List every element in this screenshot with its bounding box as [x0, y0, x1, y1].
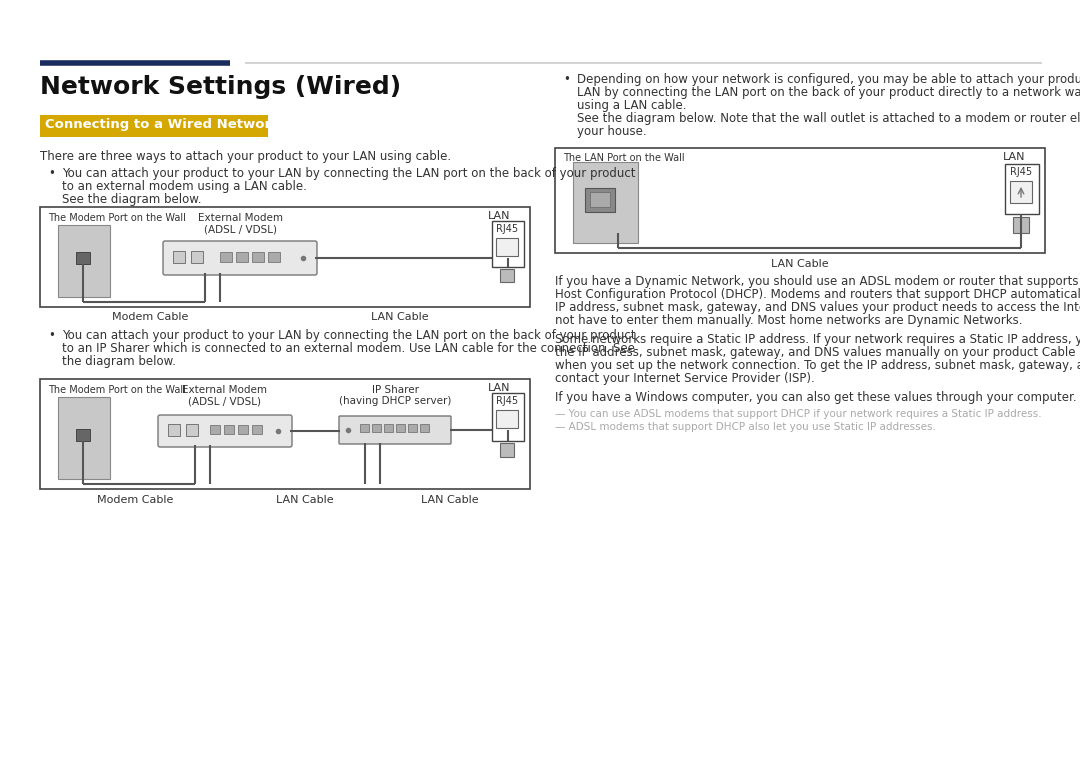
Text: •: • [48, 167, 55, 180]
Bar [1013, 217, 1029, 233]
Bar [168, 424, 180, 436]
Bar [496, 410, 518, 428]
Bar [76, 252, 90, 264]
Text: RJ45: RJ45 [1010, 167, 1032, 177]
FancyBboxPatch shape [339, 416, 451, 444]
Bar [372, 424, 381, 432]
Bar [384, 424, 393, 432]
Text: (ADSL / VDSL): (ADSL / VDSL) [189, 396, 261, 406]
Text: LAN Cable: LAN Cable [421, 495, 478, 505]
Bar [252, 425, 262, 434]
Text: IP address, subnet mask, gateway, and DNS values your product needs to access th: IP address, subnet mask, gateway, and DN… [555, 301, 1080, 314]
Text: You can attach your product to your LAN by connecting the LAN port on the back o: You can attach your product to your LAN … [62, 329, 635, 342]
Text: not have to enter them manually. Most home networks are Dynamic Networks.: not have to enter them manually. Most ho… [555, 314, 1023, 327]
Text: LAN by connecting the LAN port on the back of your product directly to a network: LAN by connecting the LAN port on the ba… [577, 86, 1080, 99]
Text: •: • [48, 329, 55, 342]
Text: (ADSL / VDSL): (ADSL / VDSL) [203, 224, 276, 234]
Text: Connecting to a Wired Network: Connecting to a Wired Network [45, 118, 280, 131]
Text: See the diagram below.: See the diagram below. [62, 193, 202, 206]
Text: •: • [563, 73, 570, 86]
Polygon shape [58, 397, 110, 479]
Bar [500, 443, 514, 457]
Bar [173, 251, 185, 263]
Text: LAN Cable: LAN Cable [771, 259, 828, 269]
Bar [590, 192, 610, 207]
Bar [595, 198, 613, 212]
Text: Host Configuration Protocol (DHCP). Modems and routers that support DHCP automat: Host Configuration Protocol (DHCP). Mode… [555, 288, 1080, 301]
Text: when you set up the network connection. To get the IP address, subnet mask, gate: when you set up the network connection. … [555, 359, 1080, 372]
Text: IP Sharer: IP Sharer [372, 385, 419, 395]
FancyBboxPatch shape [158, 415, 292, 447]
Polygon shape [58, 225, 110, 297]
Bar [40, 379, 530, 489]
Bar [237, 252, 248, 262]
Bar [224, 425, 234, 434]
Bar [252, 252, 264, 262]
Bar [492, 393, 524, 441]
Bar [191, 251, 203, 263]
Text: to an external modem using a LAN cable.: to an external modem using a LAN cable. [62, 180, 307, 193]
Bar [492, 221, 524, 267]
Bar [238, 425, 248, 434]
Text: contact your Internet Service Provider (ISP).: contact your Internet Service Provider (… [555, 372, 814, 385]
Text: RJ45: RJ45 [496, 396, 518, 406]
Bar [396, 424, 405, 432]
Bar [40, 115, 268, 137]
Bar [555, 148, 1045, 253]
Bar [408, 424, 417, 432]
Text: Some networks require a Static IP address. If your network requires a Static IP : Some networks require a Static IP addres… [555, 333, 1080, 346]
Text: LAN Cable: LAN Cable [372, 312, 429, 322]
Bar [420, 424, 429, 432]
Bar [186, 424, 198, 436]
Text: LAN Cable: LAN Cable [276, 495, 334, 505]
Text: There are three ways to attach your product to your LAN using cable.: There are three ways to attach your prod… [40, 150, 451, 163]
Text: — ADSL modems that support DHCP also let you use Static IP addresses.: — ADSL modems that support DHCP also let… [555, 422, 936, 432]
Text: Modem Cable: Modem Cable [97, 495, 173, 505]
Text: The Modem Port on the Wall: The Modem Port on the Wall [48, 213, 186, 223]
Bar [76, 429, 90, 441]
Text: RJ45: RJ45 [496, 224, 518, 234]
Text: LAN: LAN [488, 383, 511, 393]
Bar [268, 252, 280, 262]
Text: the IP address, subnet mask, gateway, and DNS values manually on your product Ca: the IP address, subnet mask, gateway, an… [555, 346, 1080, 359]
Text: — You can use ADSL modems that support DHCP if your network requires a Static IP: — You can use ADSL modems that support D… [555, 409, 1041, 419]
Bar [1010, 181, 1032, 203]
Text: If you have a Dynamic Network, you should use an ADSL modem or router that suppo: If you have a Dynamic Network, you shoul… [555, 275, 1080, 288]
Text: LAN: LAN [1003, 152, 1026, 162]
Bar [360, 424, 369, 432]
Text: External Modem: External Modem [198, 213, 283, 223]
Text: The Modem Port on the Wall: The Modem Port on the Wall [48, 385, 186, 395]
Polygon shape [573, 162, 638, 243]
Bar [210, 425, 220, 434]
Text: (having DHCP server): (having DHCP server) [339, 396, 451, 406]
Text: Modem Cable: Modem Cable [112, 312, 188, 322]
Bar [40, 207, 530, 307]
Text: to an IP Sharer which is connected to an external modem. Use LAN cable for the c: to an IP Sharer which is connected to an… [62, 342, 635, 355]
Text: LAN: LAN [488, 211, 511, 221]
Text: using a LAN cable.: using a LAN cable. [577, 99, 687, 112]
Bar [496, 238, 518, 256]
Bar [500, 269, 514, 282]
Text: your house.: your house. [577, 125, 647, 138]
Text: See the diagram below. Note that the wall outlet is attached to a modem or route: See the diagram below. Note that the wal… [577, 112, 1080, 125]
Bar [585, 188, 615, 212]
Text: the diagram below.: the diagram below. [62, 355, 176, 368]
Text: The LAN Port on the Wall: The LAN Port on the Wall [563, 153, 685, 163]
Text: Network Settings (Wired): Network Settings (Wired) [40, 75, 401, 99]
Text: If you have a Windows computer, you can also get these values through your compu: If you have a Windows computer, you can … [555, 391, 1077, 404]
Text: You can attach your product to your LAN by connecting the LAN port on the back o: You can attach your product to your LAN … [62, 167, 635, 180]
Bar [220, 252, 232, 262]
FancyBboxPatch shape [163, 241, 318, 275]
Bar [1005, 164, 1039, 214]
Text: Depending on how your network is configured, you may be able to attach your prod: Depending on how your network is configu… [577, 73, 1080, 86]
Text: External Modem: External Modem [183, 385, 268, 395]
